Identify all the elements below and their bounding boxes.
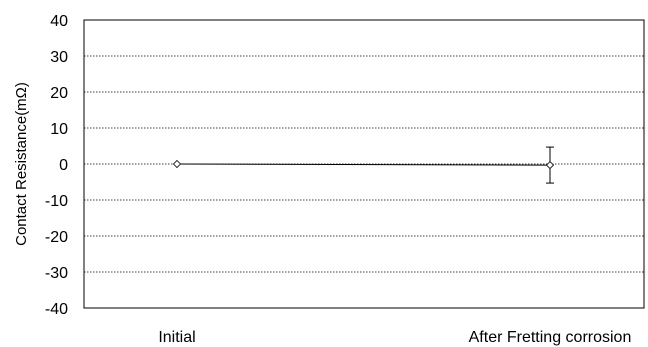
plot-area-border [83,19,645,309]
y-tick-label: -30 [45,265,68,282]
y-tick-label: 40 [50,13,68,30]
data-point-marker [172,159,182,169]
x-tick-label: After Fretting corrosion [469,329,632,346]
x-tick-label: Initial [158,329,195,346]
y-tick-label: -20 [45,229,68,246]
data-point-marker [545,161,555,170]
gridlines [84,55,644,273]
y-tick-label: 10 [50,121,68,138]
y-tick-label: 30 [50,49,68,66]
x-axis: Initial After Fretting corrosion [158,329,631,346]
y-tick-label: 20 [50,85,68,102]
series-line [176,163,551,166]
y-tick-label: 0 [59,157,68,174]
y-tick-label: -10 [45,193,68,210]
series-group [172,146,555,184]
y-axis: 40 30 20 10 0 -10 -20 -30 -40 [45,13,68,318]
y-tick-label: -40 [45,301,68,318]
y-axis-title: Contact Resistance(mΩ) [13,82,30,246]
